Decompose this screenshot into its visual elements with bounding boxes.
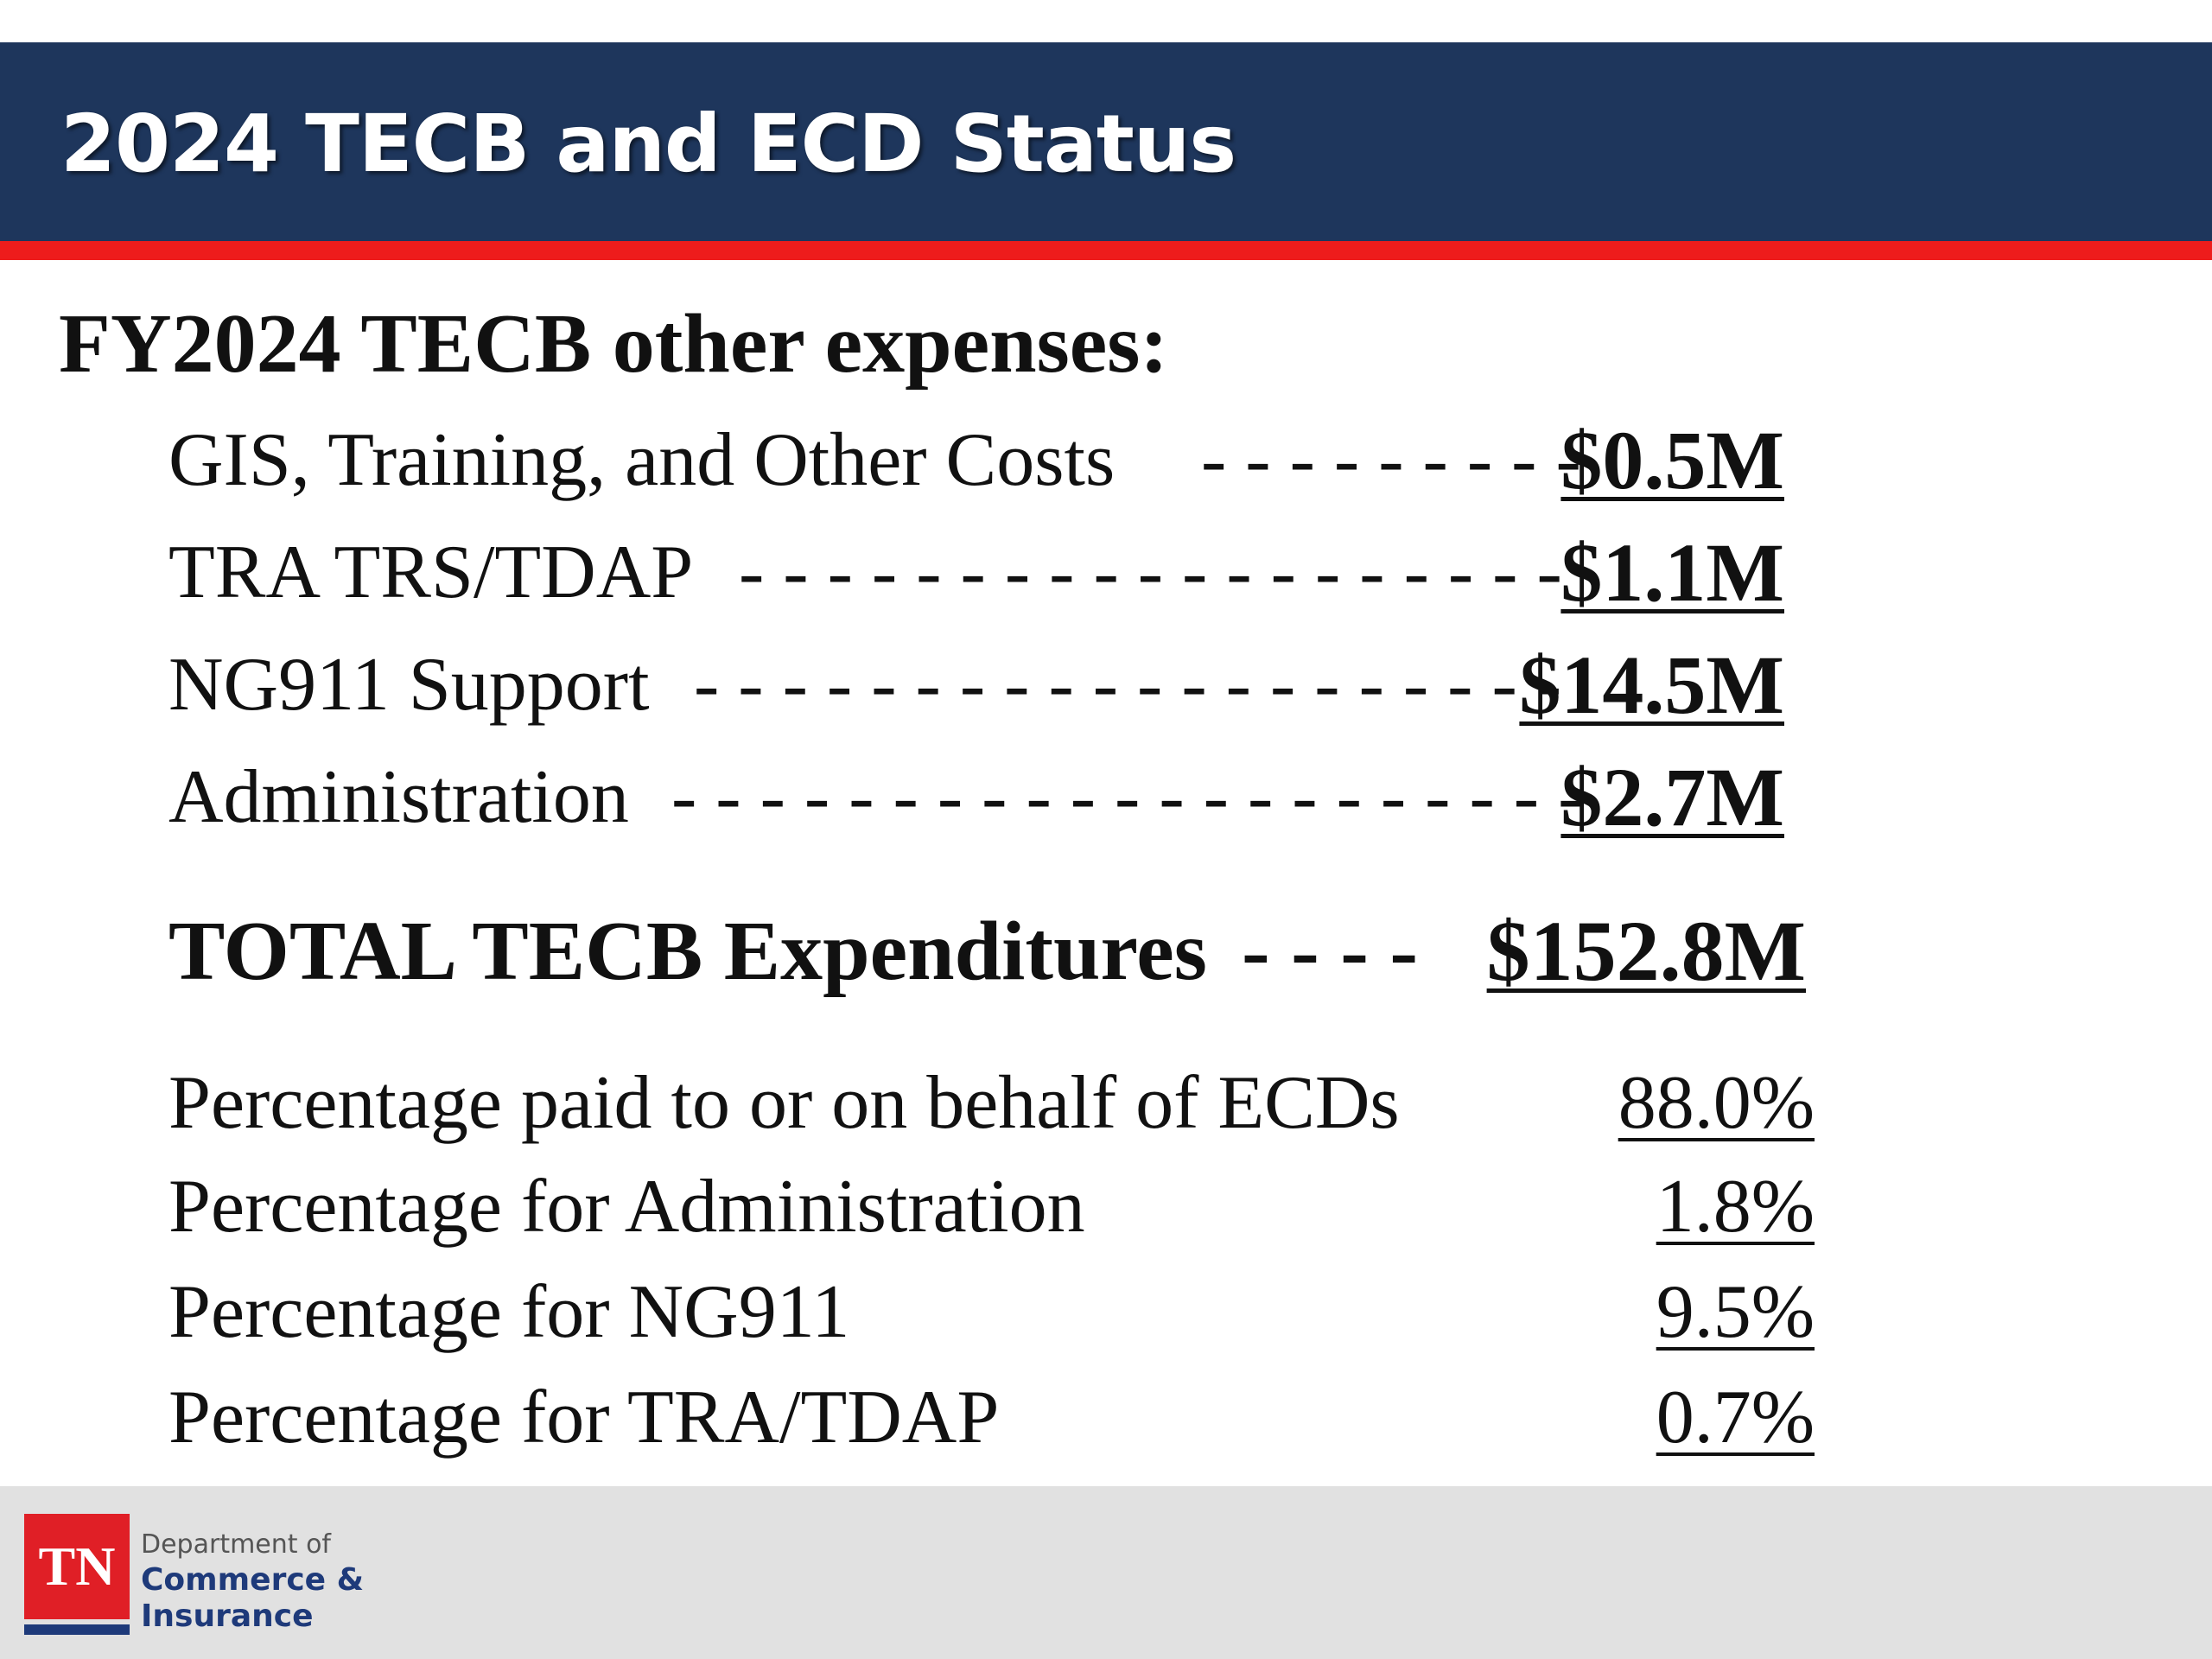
percentage-label: Percentage for TRA/TDAP — [168, 1376, 1000, 1459]
logo-underline — [24, 1624, 130, 1635]
expense-row: TRA TRS/TDAP - - - - - - - - - - - - - -… — [168, 525, 1784, 620]
expense-row: NG911 Support - - - - - - - - - - - - - … — [168, 638, 1784, 733]
tn-logo-mark: TN — [24, 1514, 130, 1619]
percentage-row: Percentage for TRA/TDAP 0.7% — [168, 1370, 1815, 1465]
percentage-label: Percentage paid to or on behalf of ECDs — [168, 1061, 1400, 1145]
total-row: TOTAL TECB Expenditures - - - - $152.8M — [168, 904, 1806, 999]
leader-dashes: - - - - - - - - - - - - - - - - - - - - … — [671, 755, 1584, 839]
leader-dashes: - - - - - - - - - - - - - - - - - - - — [739, 531, 1562, 614]
percentage-value: 88.0% — [1618, 1061, 1815, 1145]
department-logo: TN Department of Commerce & Insurance — [24, 1514, 364, 1643]
percentage-label: Percentage for Administration — [168, 1165, 1085, 1249]
leader-dashes: - - - - - - - - - — [1201, 418, 1581, 502]
expense-value: $14.5M — [1519, 639, 1784, 731]
percentage-value: 9.5% — [1656, 1270, 1815, 1354]
percentage-row: Percentage for Administration 1.8% — [168, 1160, 1815, 1255]
expense-label: GIS, Training, and Other Costs — [168, 418, 1116, 502]
expense-value: $2.7M — [1560, 751, 1784, 843]
expense-label: NG911 Support — [168, 643, 650, 727]
slide-title: 2024 TECB and ECD Status — [60, 98, 1236, 190]
percentage-row: Percentage paid to or on behalf of ECDs … — [168, 1056, 1815, 1151]
leader-dashes: - - - - — [1242, 905, 1419, 998]
expense-label: Administration — [168, 755, 629, 839]
logo-text-line1: Department of — [141, 1529, 331, 1560]
total-value: $152.8M — [1486, 903, 1806, 999]
total-label: TOTAL TECB Expenditures — [168, 905, 1207, 998]
expense-row: GIS, Training, and Other Costs - - - - -… — [168, 413, 1784, 508]
expense-value: $1.1M — [1560, 526, 1784, 619]
percentage-value: 0.7% — [1656, 1376, 1815, 1459]
title-accent-stripe — [0, 241, 2212, 260]
section-heading: FY2024 TECB other expenses: — [59, 297, 1169, 391]
leader-dashes: - - - - - - - - - - - - - - - - - - - - — [694, 643, 1562, 727]
logo-text-line2: Commerce & — [141, 1562, 365, 1598]
expense-value: $0.5M — [1560, 414, 1784, 506]
percentage-label: Percentage for NG911 — [168, 1270, 850, 1354]
percentage-value: 1.8% — [1656, 1165, 1815, 1249]
title-bar — [0, 42, 2212, 241]
expense-row: Administration - - - - - - - - - - - - -… — [168, 750, 1784, 845]
expense-label: TRA TRS/TDAP — [168, 531, 694, 614]
logo-text-line3: Insurance — [141, 1599, 314, 1634]
percentage-row: Percentage for NG911 9.5% — [168, 1265, 1815, 1360]
footer-band — [0, 1486, 2212, 1659]
